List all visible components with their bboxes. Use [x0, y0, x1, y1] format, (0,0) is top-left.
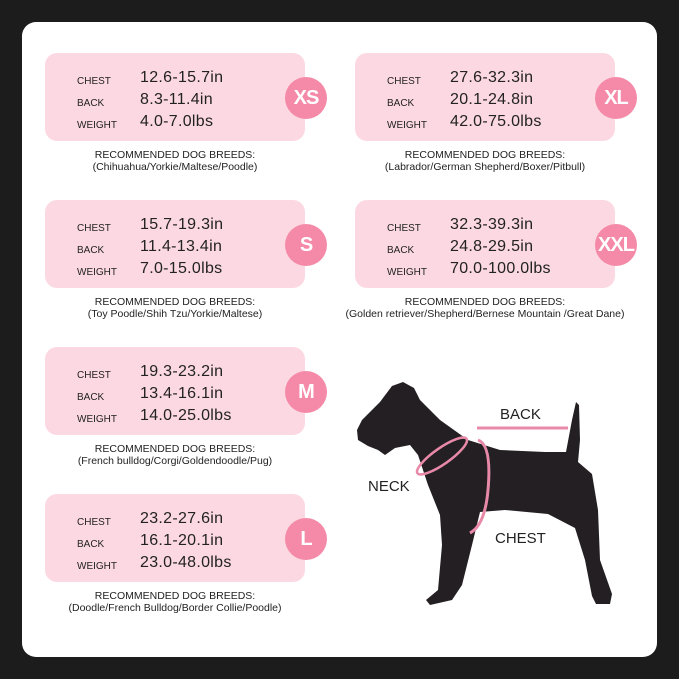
recommended-breeds: RECOMMENDED DOG BREEDS: (Golden retriever… — [335, 296, 635, 320]
size-badge: XS — [285, 77, 327, 119]
chest-value: 23.2-27.6in — [140, 510, 224, 527]
back-label: BACK — [387, 98, 415, 109]
back-label: BACK — [77, 98, 105, 109]
weight-value: 23.0-48.0lbs — [140, 554, 232, 571]
size-card-xxl: CHEST 32.3-39.3in BACK 24.8-29.5in WEIGH… — [355, 200, 637, 288]
recommended-heading: RECOMMENDED DOG BREEDS: — [404, 149, 566, 161]
size-card-m: CHEST 19.3-23.2in BACK 13.4-16.1in WEIGH… — [45, 347, 327, 435]
recommended-heading: RECOMMENDED DOG BREEDS: — [94, 590, 256, 602]
breed-list: (French bulldog/Corgi/Goldendoodle/Pug) — [77, 455, 273, 467]
back-label: BACK — [77, 392, 105, 403]
weight-value: 7.0-15.0lbs — [140, 260, 223, 277]
recommended-breeds: RECOMMENDED DOG BREEDS: (Toy Poodle/Shih … — [25, 296, 325, 320]
back-label: BACK — [500, 406, 541, 423]
weight-value: 70.0-100.0lbs — [450, 260, 551, 277]
back-value: 8.3-11.4in — [140, 91, 213, 108]
back-label: BACK — [77, 245, 105, 256]
weight-label: WEIGHT — [77, 561, 117, 572]
size-badge: XL — [595, 77, 637, 119]
size-card-xs: CHEST 12.6-15.7in BACK 8.3-11.4in WEIGHT… — [45, 53, 327, 141]
back-value: 13.4-16.1in — [140, 385, 224, 402]
weight-label: WEIGHT — [77, 267, 117, 278]
recommended-heading: RECOMMENDED DOG BREEDS: — [94, 443, 256, 455]
weight-label: WEIGHT — [77, 120, 117, 131]
weight-label: WEIGHT — [387, 120, 427, 131]
back-value: 20.1-24.8in — [450, 91, 534, 108]
weight-value: 4.0-7.0lbs — [140, 113, 214, 130]
chest-value: 32.3-39.3in — [450, 216, 534, 233]
recommended-breeds: RECOMMENDED DOG BREEDS: (Doodle/French Bu… — [25, 590, 325, 614]
recommended-heading: RECOMMENDED DOG BREEDS: — [94, 149, 256, 161]
chest-label: CHEST — [495, 530, 546, 547]
recommended-heading: RECOMMENDED DOG BREEDS: — [404, 296, 566, 308]
dog-silhouette — [357, 382, 612, 605]
weight-value: 14.0-25.0lbs — [140, 407, 232, 424]
breed-list: (Chihuahua/Yorkie/Maltese/Poodle) — [92, 161, 258, 173]
neck-measure-ring — [415, 436, 469, 476]
breed-list: (Labrador/German Shepherd/Boxer/Pitbull) — [384, 161, 586, 173]
chest-value: 15.7-19.3in — [140, 216, 224, 233]
chest-label: CHEST — [387, 223, 421, 234]
size-card-s: CHEST 15.7-19.3in BACK 11.4-13.4in WEIGH… — [45, 200, 327, 288]
size-badge: S — [285, 224, 327, 266]
back-label: BACK — [387, 245, 415, 256]
weight-label: WEIGHT — [77, 414, 117, 425]
size-badge: XXL — [595, 224, 637, 266]
chest-label: CHEST — [77, 223, 111, 234]
breed-list: (Toy Poodle/Shih Tzu/Yorkie/Maltese) — [87, 308, 263, 320]
chest-value: 19.3-23.2in — [140, 363, 224, 380]
size-badge: M — [285, 371, 327, 413]
chest-value: 12.6-15.7in — [140, 69, 224, 86]
chest-value: 27.6-32.3in — [450, 69, 534, 86]
weight-value: 42.0-75.0lbs — [450, 113, 542, 130]
back-value: 24.8-29.5in — [450, 238, 534, 255]
size-badge: L — [285, 518, 327, 560]
back-value: 11.4-13.4in — [140, 238, 223, 255]
back-value: 16.1-20.1in — [140, 532, 224, 549]
chest-measure-ring — [469, 438, 491, 535]
chest-label: CHEST — [77, 517, 111, 528]
chest-label: CHEST — [77, 76, 111, 87]
recommended-breeds: RECOMMENDED DOG BREEDS: (French bulldog/C… — [25, 443, 325, 467]
recommended-breeds: RECOMMENDED DOG BREEDS: (Labrador/German … — [335, 149, 635, 173]
neck-label: NECK — [368, 478, 410, 495]
recommended-heading: RECOMMENDED DOG BREEDS: — [94, 296, 256, 308]
size-card-xl: CHEST 27.6-32.3in BACK 20.1-24.8in WEIGH… — [355, 53, 637, 141]
recommended-breeds: RECOMMENDED DOG BREEDS: (Chihuahua/Yorkie… — [25, 149, 325, 173]
size-card-l: CHEST 23.2-27.6in BACK 16.1-20.1in WEIGH… — [45, 494, 327, 582]
chest-label: CHEST — [77, 370, 111, 381]
weight-label: WEIGHT — [387, 267, 427, 278]
breed-list: (Doodle/French Bulldog/Border Collie/Poo… — [68, 602, 282, 614]
breed-list: (Golden retriever/Shepherd/Bernese Mount… — [345, 308, 625, 320]
back-label: BACK — [77, 539, 105, 550]
chest-label: CHEST — [387, 76, 421, 87]
